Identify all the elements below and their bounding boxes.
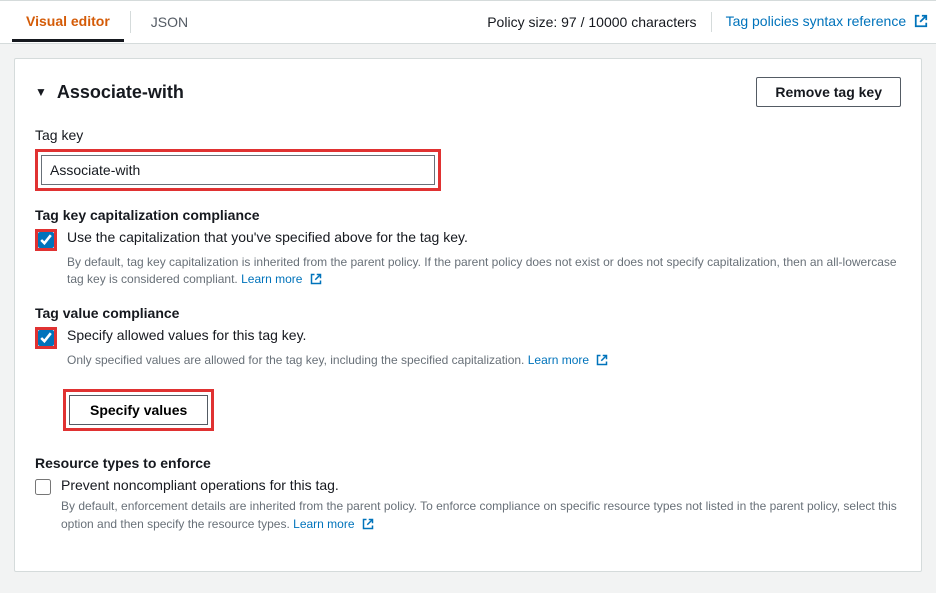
specify-values-highlight: Specify values	[63, 389, 214, 431]
value-compliance-checkbox-label: Specify allowed values for this tag key.	[67, 327, 306, 343]
value-compliance-checkbox[interactable]	[38, 330, 54, 346]
tag-key-input-highlight	[35, 149, 441, 191]
value-compliance-help-body: Only specified values are allowed for th…	[67, 353, 524, 367]
tag-key-panel: ▼ Associate-with Remove tag key Tag key …	[14, 58, 922, 572]
value-compliance-checkbox-highlight	[35, 327, 57, 349]
tab-visual-editor[interactable]: Visual editor	[12, 3, 124, 42]
capitalization-heading: Tag key capitalization compliance	[35, 207, 901, 223]
tag-key-label: Tag key	[35, 127, 901, 143]
resource-types-checkbox-label: Prevent noncompliant operations for this…	[61, 477, 339, 493]
capitalization-checkbox-label: Use the capitalization that you've speci…	[67, 229, 468, 245]
policy-size: Policy size: 97 / 10000 characters	[487, 14, 696, 30]
collapse-toggle-icon[interactable]: ▼	[35, 85, 47, 99]
tag-key-input[interactable]	[41, 155, 435, 185]
resource-types-learn-more-link[interactable]: Learn more	[293, 517, 374, 531]
capitalization-help-body: By default, tag key capitalization is in…	[67, 255, 897, 286]
tab-divider	[130, 11, 131, 33]
resource-types-learn-more-text: Learn more	[293, 517, 354, 531]
external-link-icon	[914, 14, 928, 31]
capitalization-checkbox[interactable]	[38, 232, 54, 248]
specify-values-button[interactable]: Specify values	[69, 395, 208, 425]
resource-types-checkbox[interactable]	[35, 479, 51, 495]
panel-title: Associate-with	[57, 82, 757, 103]
capitalization-learn-more-link[interactable]: Learn more	[241, 272, 322, 286]
tab-json[interactable]: JSON	[137, 4, 202, 40]
capitalization-checkbox-highlight	[35, 229, 57, 251]
value-compliance-learn-more-text: Learn more	[528, 353, 589, 367]
value-compliance-heading: Tag value compliance	[35, 305, 901, 321]
capitalization-learn-more-text: Learn more	[241, 272, 302, 286]
resource-types-help-text: By default, enforcement details are inhe…	[61, 498, 901, 535]
capitalization-help-text: By default, tag key capitalization is in…	[67, 254, 901, 291]
value-compliance-help-text: Only specified values are allowed for th…	[67, 352, 901, 371]
remove-tag-key-button[interactable]: Remove tag key	[756, 77, 901, 107]
syntax-reference-text: Tag policies syntax reference	[726, 13, 907, 29]
external-link-icon	[596, 354, 608, 371]
header-divider	[711, 12, 712, 32]
policy-size-value: 97 / 10000 characters	[561, 14, 696, 30]
external-link-icon	[362, 518, 374, 535]
policy-size-label: Policy size:	[487, 14, 557, 30]
external-link-icon	[310, 273, 322, 290]
tab-bar: Visual editor JSON Policy size: 97 / 100…	[0, 0, 936, 44]
resource-types-help-body: By default, enforcement details are inhe…	[61, 499, 897, 530]
value-compliance-learn-more-link[interactable]: Learn more	[528, 353, 609, 367]
syntax-reference-link[interactable]: Tag policies syntax reference	[726, 13, 928, 31]
resource-types-heading: Resource types to enforce	[35, 455, 901, 471]
